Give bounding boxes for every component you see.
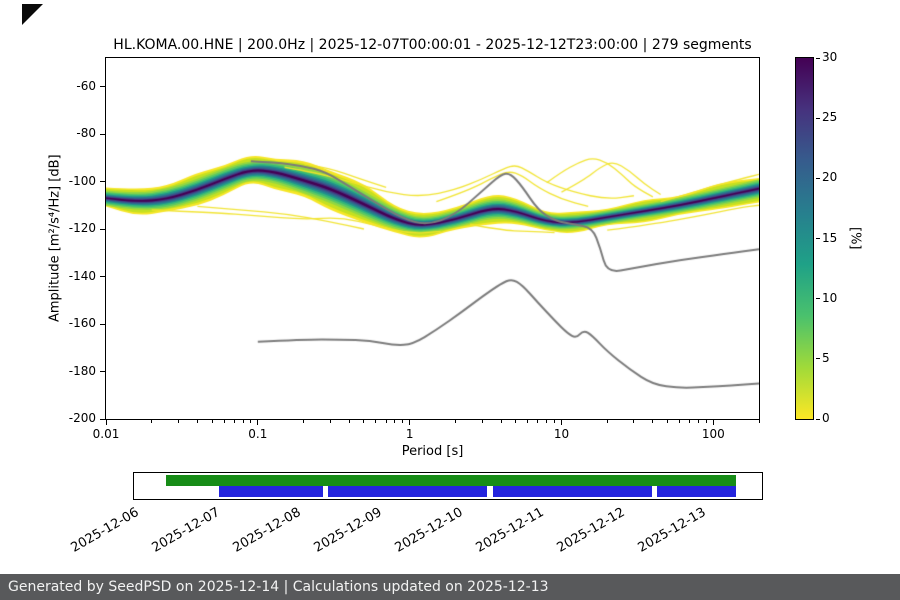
x-tick-label: 10: [553, 427, 570, 441]
colorbar-tick-label: 10: [822, 290, 838, 305]
x-minor-tick-mark: [652, 420, 654, 423]
y-tick-label: -80: [76, 126, 96, 140]
x-minor-tick-mark: [515, 420, 517, 423]
y-tick-label: -140: [68, 268, 96, 283]
y-tick-mark: [100, 181, 105, 182]
colorbar-gradient: [795, 57, 814, 420]
x-minor-tick-mark: [363, 420, 365, 423]
y-tick-mark: [100, 86, 105, 87]
x-minor-tick-mark: [385, 420, 387, 423]
x-minor-tick-mark: [667, 420, 669, 423]
x-minor-tick-mark: [705, 420, 707, 423]
date-label: 2025-12-11: [473, 505, 547, 556]
date-label: 2025-12-07: [149, 505, 223, 556]
x-minor-tick-mark: [394, 420, 396, 423]
colorbar-tick-label: 5: [822, 350, 830, 365]
date-label: 2025-12-12: [554, 505, 628, 556]
x-minor-tick-mark: [481, 420, 483, 423]
blue-coverage-segment: [219, 486, 323, 497]
x-minor-tick-mark: [633, 420, 635, 423]
date-label: 2025-12-13: [635, 505, 709, 556]
blue-coverage-segment: [492, 486, 652, 497]
x-minor-tick-mark: [348, 420, 350, 423]
y-tick-label: -100: [68, 173, 96, 188]
x-tick-label: 100: [701, 427, 725, 441]
x-minor-tick-mark: [177, 420, 179, 423]
y-tick-label: -120: [68, 221, 96, 235]
x-minor-tick-mark: [233, 420, 235, 423]
x-minor-tick-mark: [250, 420, 252, 423]
y-tick-label: -160: [68, 316, 96, 330]
colorbar-tick-label: 25: [822, 110, 838, 125]
colorbar-tick-mark: [816, 177, 820, 179]
y-tick-label: -60: [76, 78, 96, 93]
colorbar-tick-label: 15: [822, 230, 838, 245]
ppsd-density-canvas: [106, 58, 759, 419]
date-label: 2025-12-06: [68, 505, 142, 556]
x-minor-tick-mark: [454, 420, 456, 423]
colorbar-tick-label: 0: [822, 411, 830, 425]
colorbar-tick-mark: [816, 57, 820, 59]
y-tick-mark: [100, 228, 105, 230]
x-minor-tick-mark: [554, 420, 556, 423]
x-minor-tick-mark: [606, 420, 608, 423]
x-tick-label: 1: [405, 427, 414, 441]
y-tick-mark: [100, 133, 105, 135]
y-tick-mark: [100, 371, 105, 372]
date-label: 2025-12-08: [230, 505, 304, 556]
chart-title: HL.KOMA.00.HNE | 200.0Hz | 2025-12-07T00…: [113, 37, 752, 53]
x-minor-tick-mark: [151, 420, 153, 423]
x-minor-tick-mark: [329, 420, 331, 423]
colorbar-label: [%]: [847, 227, 863, 250]
x-minor-tick-mark: [500, 420, 502, 423]
x-minor-tick-mark: [537, 420, 539, 423]
x-minor-tick-mark: [196, 420, 198, 423]
y-tick-mark: [100, 323, 105, 325]
colorbar-tick-mark: [816, 298, 820, 300]
x-minor-tick-mark: [689, 420, 691, 423]
x-minor-tick-mark: [698, 420, 700, 423]
date-label: 2025-12-10: [392, 505, 466, 556]
y-tick-label: -200: [68, 411, 96, 425]
y-tick-label: -180: [68, 363, 96, 378]
x-minor-tick-mark: [758, 420, 760, 423]
colorbar-tick-label: 20: [822, 170, 838, 185]
x-tick-mark: [560, 420, 562, 425]
blue-coverage-segment: [657, 486, 737, 497]
y-tick-mark: [100, 276, 105, 277]
x-minor-tick-mark: [546, 420, 548, 423]
plot-area: [105, 57, 760, 420]
green-coverage-segment: [166, 475, 737, 486]
blue-coverage-segment: [328, 486, 488, 497]
x-minor-tick-mark: [211, 420, 213, 423]
x-tick-mark: [257, 420, 259, 425]
menu-toggle-icon[interactable]: [22, 4, 43, 25]
colorbar-tick-mark: [816, 117, 820, 119]
y-tick-mark: [100, 418, 105, 420]
x-minor-tick-mark: [402, 420, 404, 423]
x-tick-label: 0.01: [92, 427, 120, 441]
x-minor-tick-mark: [679, 420, 681, 423]
x-minor-tick-mark: [242, 420, 244, 423]
x-axis-label: Period [s]: [401, 444, 464, 459]
x-minor-tick-mark: [375, 420, 377, 423]
footer-bar: Generated by SeedPSD on 2025-12-14 | Cal…: [0, 574, 900, 600]
timeline-coverage-bar[interactable]: [133, 472, 763, 500]
x-tick-label: 0.1: [248, 427, 268, 441]
date-label: 2025-12-09: [311, 505, 385, 556]
x-tick-mark: [105, 420, 107, 425]
colorbar-tick-mark: [816, 418, 820, 420]
colorbar-tick-mark: [816, 238, 820, 239]
colorbar-tick-label: 30: [822, 50, 838, 64]
x-minor-tick-mark: [303, 420, 305, 423]
x-tick-mark: [712, 420, 714, 425]
x-tick-mark: [409, 420, 411, 425]
footer-text: Generated by SeedPSD on 2025-12-14 | Cal…: [8, 579, 549, 595]
x-minor-tick-mark: [223, 420, 225, 423]
x-minor-tick-mark: [527, 420, 529, 423]
colorbar-tick-mark: [816, 358, 820, 360]
